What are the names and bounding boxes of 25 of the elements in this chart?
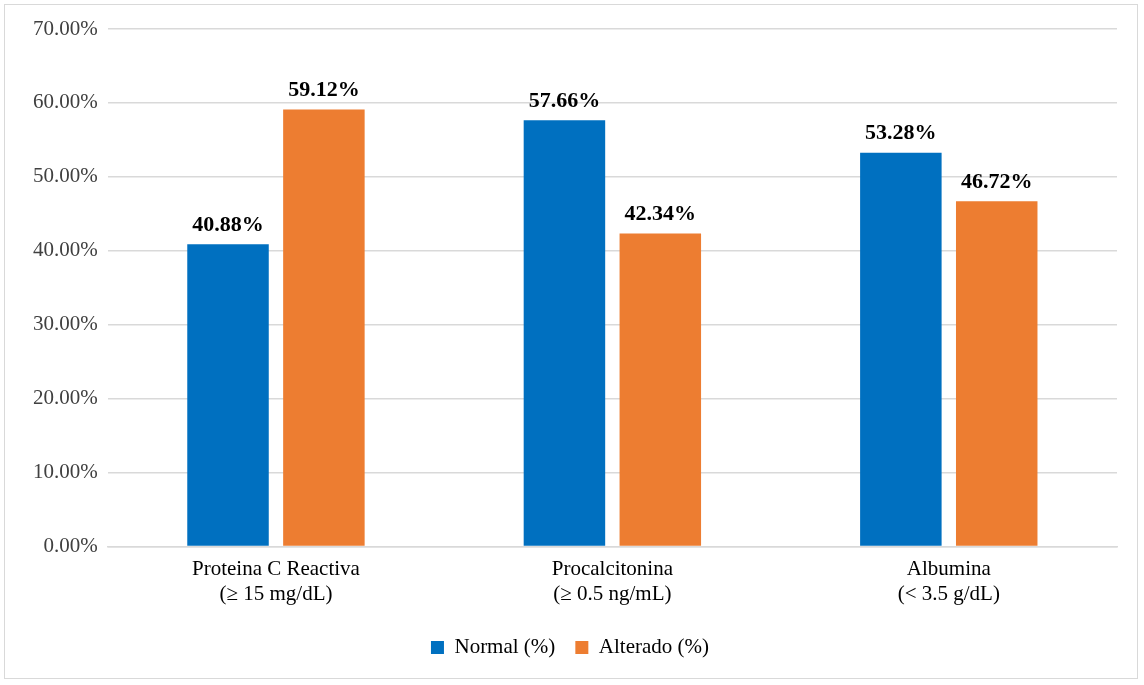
- x-tick-label: Procalcitonina (≥ 0.5 ng/mL): [551, 555, 674, 605]
- y-tick-label: 60.00%: [32, 89, 98, 114]
- bar: [860, 152, 942, 546]
- x-tick-label: Albumina (< 3.5 g/dL): [897, 555, 1000, 605]
- data-label: 59.12%: [288, 76, 360, 102]
- data-label: 40.88%: [192, 211, 264, 237]
- y-tick-label: 0.00%: [43, 533, 98, 558]
- y-tick-label: 40.00%: [32, 237, 98, 262]
- y-tick-label: 10.00%: [32, 459, 98, 484]
- legend-label: Alterado (%): [598, 634, 710, 659]
- y-tick-label: 70.00%: [32, 15, 98, 40]
- data-label: 46.72%: [960, 167, 1033, 193]
- bar: [283, 109, 365, 546]
- data-label: 42.34%: [624, 200, 697, 226]
- data-label: 53.28%: [865, 119, 937, 145]
- bar: [955, 201, 1038, 546]
- y-tick-label: 20.00%: [32, 385, 98, 410]
- data-label: 57.66%: [528, 86, 601, 112]
- legend-label: Normal (%): [454, 634, 556, 659]
- bar: [523, 120, 606, 546]
- x-tick-label: Proteina C Reactiva (≥ 15 mg/dL): [191, 555, 361, 605]
- y-tick-label: 30.00%: [32, 311, 98, 336]
- bar: [619, 233, 702, 546]
- bar: [187, 244, 269, 546]
- y-tick-label: 50.00%: [32, 163, 98, 188]
